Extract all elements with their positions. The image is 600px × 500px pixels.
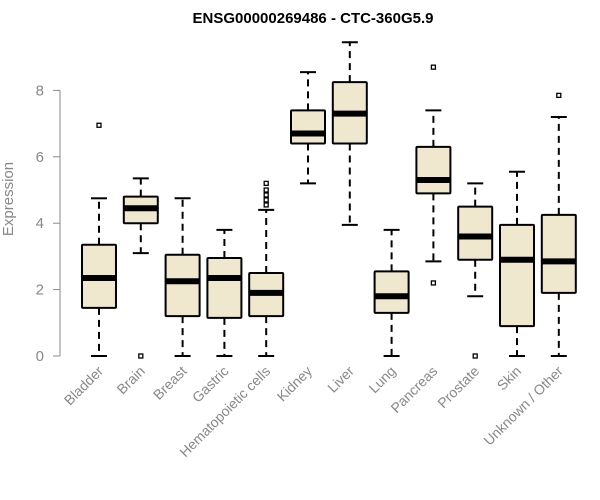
y-tick-label: 2: [36, 282, 44, 299]
x-tick-label: Skin: [494, 363, 525, 394]
box-prostate: [457, 182, 494, 359]
x-tick-label: Bladder: [61, 363, 107, 409]
iqr-box: [373, 270, 410, 314]
y-axis-label: Expression: [0, 162, 17, 236]
box-lung: [373, 228, 410, 357]
outlier-point: [138, 353, 144, 359]
box-unknown-other: [540, 92, 577, 357]
x-tick-label: Liver: [324, 363, 357, 396]
x-tick-label: Kidney: [274, 363, 316, 405]
iqr-box: [415, 145, 452, 195]
box-bladder: [81, 122, 117, 357]
y-tick-label: 0: [36, 348, 44, 365]
outlier-point: [263, 192, 269, 198]
box-hematopoietic-cells: [248, 180, 285, 357]
box-pancreas: [415, 64, 452, 286]
box-brain: [122, 177, 159, 359]
iqr-box: [540, 213, 577, 294]
box-kidney: [290, 71, 326, 185]
x-tick-label: Prostate: [434, 363, 482, 411]
iqr-box: [457, 205, 494, 261]
iqr-box: [206, 257, 243, 319]
boxes: [81, 41, 577, 359]
outlier-point: [430, 280, 437, 286]
chart-title: ENSG00000269486 - CTC-360G5.9: [193, 10, 434, 27]
outlier-point: [472, 353, 478, 359]
iqr-box: [499, 223, 535, 328]
y-tick-label: 8: [36, 82, 44, 99]
x-tick-label: Breast: [150, 363, 190, 403]
iqr-box: [290, 109, 326, 145]
y-tick-label: 4: [36, 215, 44, 232]
outlier-point: [263, 202, 269, 208]
iqr-box: [164, 253, 201, 318]
outlier-point: [263, 187, 269, 193]
x-tick-label: Lung: [365, 363, 398, 396]
outlier-point: [263, 197, 269, 203]
box-gastric: [206, 228, 243, 357]
outlier-point: [556, 92, 562, 99]
x-tick-label: Unknown / Other: [480, 363, 566, 449]
outlier-point: [263, 180, 269, 187]
y-axis: 0 2 4 6 8: [36, 82, 61, 365]
x-tick-label: Brain: [113, 363, 147, 397]
box-liver: [331, 41, 368, 226]
outlier-point: [96, 122, 102, 128]
y-tick-label: 6: [36, 149, 44, 166]
box-breast: [164, 197, 201, 357]
box-skin: [499, 170, 535, 357]
outlier-point: [430, 64, 437, 70]
